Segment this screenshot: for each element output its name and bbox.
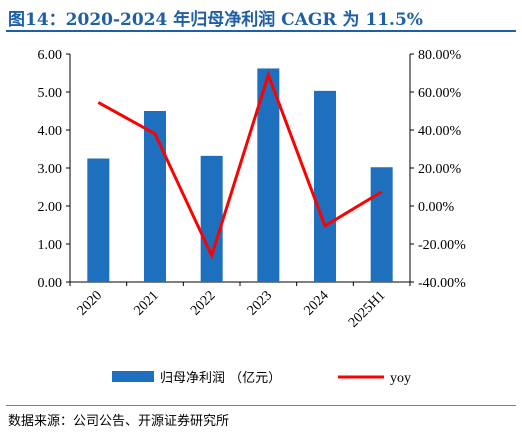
right-tick-label: 0.00% [418,200,455,215]
x-tick-label: 2020 [75,288,105,318]
bar [257,68,280,282]
source-note: 数据来源：公司公告、开源证券研究所 [8,414,230,429]
right-tick-label: -40.00% [418,276,466,291]
title-bar: 图14：2020-2024 年归母净利润 CAGR 为 11.5% [6,4,516,32]
left-tick-label: 2.00 [38,200,63,215]
bar [200,155,223,282]
bar [314,90,336,282]
left-tick-label: 1.00 [38,238,63,253]
x-tick-label: 2023 [245,288,275,318]
x-tick-label: 2021 [131,288,161,318]
legend-bar-label: 归母净利润 （亿元） [160,371,281,386]
bar-series [87,68,393,282]
right-tick-label: 20.00% [418,162,462,177]
left-tick-label: 0.00 [38,276,63,291]
left-tick-label: 6.00 [38,48,63,63]
bar [144,111,166,282]
left-tick-label: 3.00 [38,162,63,177]
x-tick-label: 2024 [301,288,331,318]
legend-bar-swatch [112,371,154,382]
legend-line-label: yoy [390,371,411,386]
bar [87,158,110,282]
x-tick-label: 2025H1 [346,288,389,331]
bar [370,167,393,282]
right-tick-label: 40.00% [418,124,462,139]
left-tick-label: 5.00 [38,86,63,101]
source-bar: 数据来源：公司公告、开源证券研究所 [6,405,516,429]
right-tick-label: 60.00% [418,86,462,101]
right-tick-label: -20.00% [418,238,466,253]
yoy-line-series [97,70,383,260]
yoy-line [97,70,383,260]
chart-title: 图14：2020-2024 年归母净利润 CAGR 为 11.5% [8,10,423,30]
x-tick-label: 2022 [188,288,218,318]
right-tick-label: 80.00% [418,48,462,63]
left-tick-label: 4.00 [38,124,63,139]
axes [66,53,414,286]
legend: 归母净利润 （亿元） yoy [112,371,411,386]
